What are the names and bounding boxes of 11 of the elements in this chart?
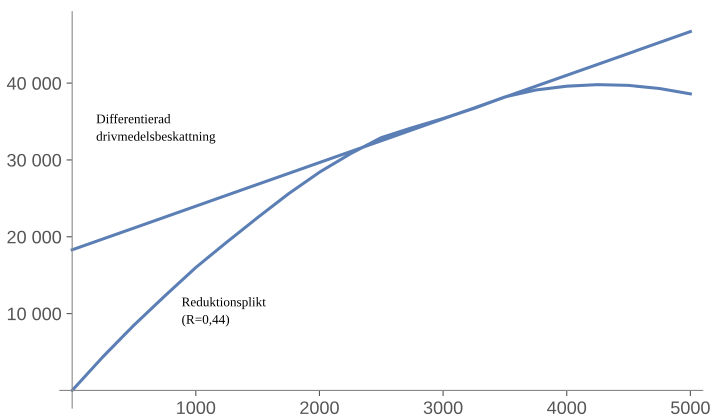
y-tick-label: 30 000 <box>7 154 62 167</box>
annotation: Differentierad drivmedelsbeskattning <box>96 114 216 144</box>
annotation: Reduktionsplikt (R=0,44) <box>182 297 266 327</box>
x-tick-label: 3000 <box>424 401 462 414</box>
x-tick-label: 1000 <box>177 401 216 414</box>
x-tick-label: 2000 <box>300 401 339 414</box>
x-tick-label: 4000 <box>547 401 586 414</box>
y-tick-label: 20 000 <box>7 230 62 244</box>
y-tick-label: 40 000 <box>6 77 62 90</box>
x-tick-label: 5000 <box>671 401 710 414</box>
y-tick-label: 10 000 <box>8 308 62 320</box>
